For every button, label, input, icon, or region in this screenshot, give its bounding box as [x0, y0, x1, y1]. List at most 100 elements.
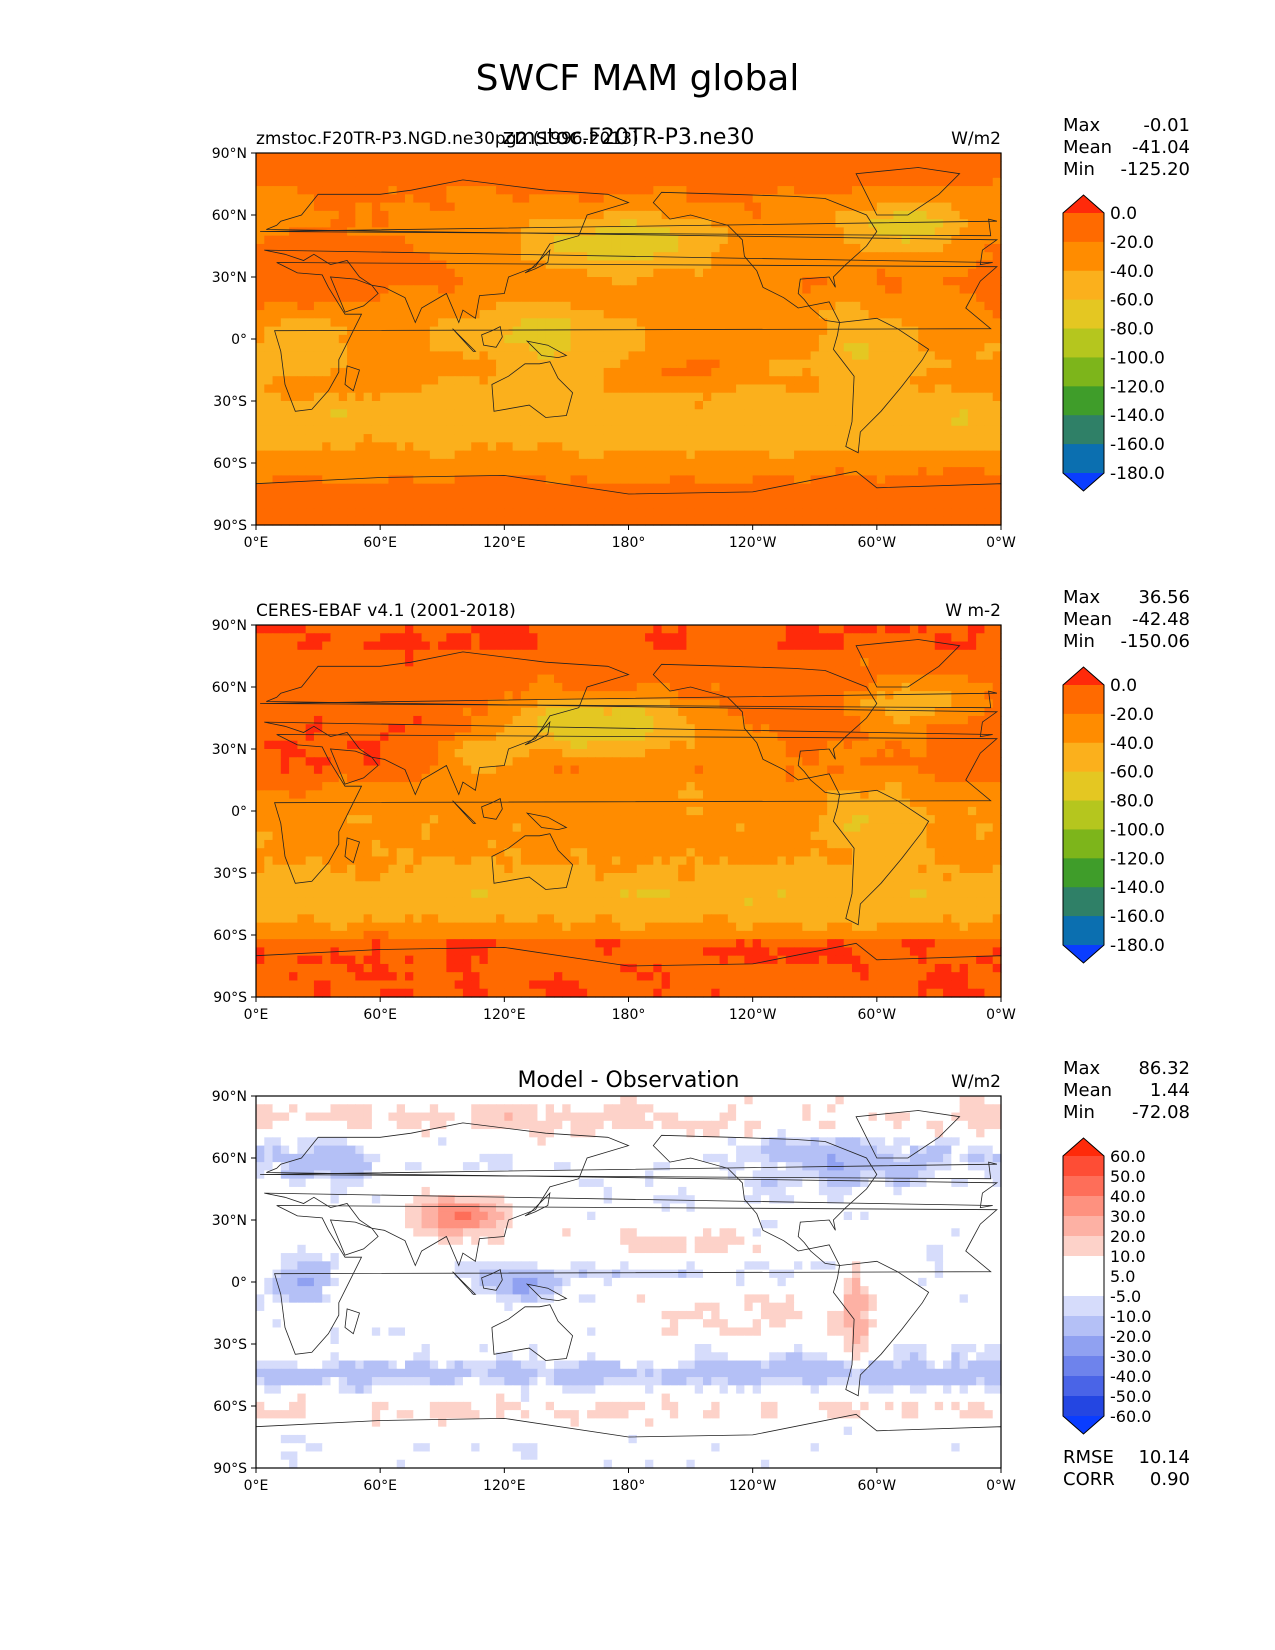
heatmap-cell — [628, 500, 638, 510]
heatmap-cell — [338, 243, 348, 253]
heatmap-cell — [487, 186, 497, 195]
heatmap-cell — [959, 483, 969, 493]
heatmap-cell — [454, 301, 464, 311]
heatmap-cell — [967, 310, 977, 319]
heatmap-cell — [876, 243, 886, 253]
heatmap-cell — [405, 467, 414, 476]
heatmap-cell — [669, 384, 679, 394]
heatmap-cell — [918, 177, 928, 187]
heatmap-cell — [256, 194, 265, 204]
heatmap-cell — [438, 334, 447, 344]
heatmap-cell — [322, 417, 332, 427]
heatmap-cell — [752, 186, 762, 195]
heatmap-cell — [976, 691, 986, 700]
heatmap-cell — [885, 260, 894, 270]
heatmap-cell — [719, 293, 729, 303]
heatmap-cell — [984, 633, 994, 643]
heatmap-cell — [388, 674, 398, 684]
heatmap-cell — [827, 417, 837, 427]
heatmap-cell — [380, 666, 390, 676]
heatmap-cell — [289, 442, 298, 452]
heatmap-cell — [794, 450, 803, 460]
heatmap-cell — [645, 202, 654, 212]
heatmap-cell — [669, 666, 679, 676]
heatmap-cell — [653, 699, 663, 709]
heatmap-cell — [645, 210, 654, 220]
heatmap-cell — [322, 367, 332, 377]
heatmap-cell — [421, 235, 431, 245]
heatmap-cell — [934, 186, 944, 195]
heatmap-cell — [959, 425, 969, 435]
heatmap-cell — [313, 351, 323, 361]
heatmap-cell — [694, 351, 704, 361]
heatmap-cell — [719, 401, 729, 410]
heatmap-cell — [810, 666, 820, 676]
heatmap-cell — [777, 301, 787, 311]
heatmap-cell — [421, 268, 431, 278]
heatmap-cell — [487, 310, 497, 319]
heatmap-cell — [976, 268, 986, 278]
heatmap-cell — [554, 666, 563, 676]
heatmap-cell — [893, 450, 903, 460]
heatmap-cell — [429, 458, 439, 468]
heatmap-cell — [611, 508, 621, 518]
heatmap-cell — [330, 210, 340, 220]
heatmap-cell — [611, 483, 621, 493]
heatmap-cell — [554, 301, 563, 311]
heatmap-cell — [338, 658, 348, 667]
heatmap-cell — [901, 301, 911, 311]
heatmap-cell — [909, 252, 919, 262]
heatmap-cell — [967, 351, 977, 361]
heatmap-cell — [380, 682, 390, 692]
heatmap-cell — [711, 334, 721, 344]
heatmap-cell — [669, 177, 679, 187]
heatmap-cell — [413, 326, 423, 336]
heatmap-cell — [471, 359, 481, 369]
heatmap-cell — [438, 235, 447, 245]
heatmap-cell — [421, 633, 431, 643]
heatmap-cell — [371, 467, 381, 476]
heatmap-cell — [810, 293, 820, 303]
heatmap-cell — [487, 219, 497, 228]
heatmap-cell — [777, 210, 787, 220]
y-tick-label: 90°S — [213, 518, 247, 534]
heatmap-cell — [611, 161, 621, 171]
heatmap-cell — [313, 691, 323, 700]
heatmap-cell — [355, 359, 365, 369]
heatmap-cell — [827, 310, 837, 319]
heatmap-cell — [479, 252, 489, 262]
heatmap-cell — [901, 186, 911, 195]
heatmap-cell — [297, 682, 307, 692]
heatmap-cell — [504, 641, 514, 651]
heatmap-cell — [794, 367, 803, 377]
heatmap-cell — [322, 343, 332, 352]
heatmap-cell — [736, 417, 745, 427]
heatmap-cell — [744, 243, 754, 253]
heatmap-cell — [876, 450, 886, 460]
heatmap-cell — [529, 367, 539, 377]
heatmap-cell — [562, 277, 572, 286]
heatmap-cell — [876, 359, 886, 369]
heatmap-cell — [860, 334, 870, 344]
heatmap-cell — [810, 260, 820, 270]
heatmap-cell — [868, 649, 878, 659]
heatmap-cell — [371, 401, 381, 410]
heatmap-cell — [918, 310, 928, 319]
heatmap-cell — [529, 227, 539, 237]
heatmap-cell — [363, 475, 373, 485]
heatmap-cell — [984, 442, 994, 452]
heatmap-cell — [471, 699, 481, 709]
heatmap-cell — [984, 161, 994, 171]
heatmap-cell — [876, 434, 886, 443]
heatmap-cell — [363, 674, 373, 684]
heatmap-cell — [454, 252, 464, 262]
heatmap-cell — [371, 376, 381, 386]
heatmap-cell — [371, 268, 381, 278]
heatmap-cell — [992, 334, 1002, 344]
heatmap-cell — [760, 409, 770, 419]
heatmap-cell — [893, 334, 903, 344]
heatmap-cell — [537, 508, 547, 518]
heatmap-cell — [355, 450, 365, 460]
heatmap-cell — [959, 169, 969, 179]
heatmap-cell — [396, 425, 406, 435]
